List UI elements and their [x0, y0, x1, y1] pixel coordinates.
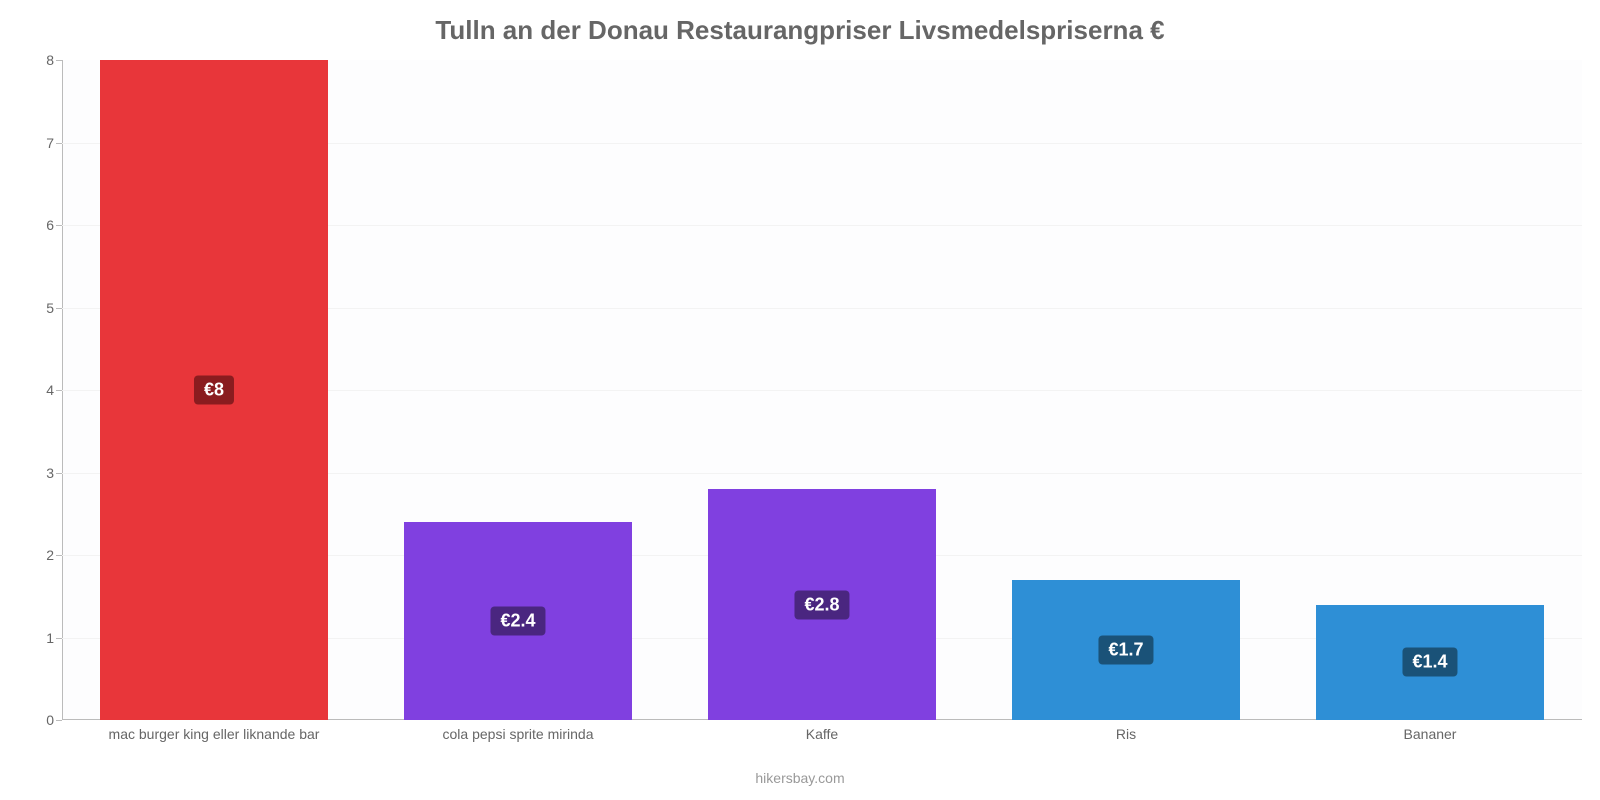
- y-tick-label: 6: [14, 217, 54, 233]
- data-label: €2.4: [490, 607, 545, 636]
- x-tick-label: mac burger king eller liknande bar: [109, 726, 320, 742]
- chart-title: Tulln an der Donau Restaurangpriser Livs…: [0, 15, 1600, 46]
- data-label: €1.4: [1402, 648, 1457, 677]
- data-label: €8: [194, 376, 234, 405]
- y-tick-label: 7: [14, 135, 54, 151]
- y-tick-label: 3: [14, 465, 54, 481]
- y-tick-label: 5: [14, 300, 54, 316]
- y-tick-label: 2: [14, 547, 54, 563]
- data-label: €1.7: [1098, 635, 1153, 664]
- y-tick-label: 1: [14, 630, 54, 646]
- x-tick-label: Bananer: [1404, 726, 1457, 742]
- attribution-text: hikersbay.com: [0, 770, 1600, 786]
- y-tick-label: 8: [14, 52, 54, 68]
- x-tick-label: cola pepsi sprite mirinda: [443, 726, 594, 742]
- plot-area: €8 €2.4 €2.8 €1.7 €1.4: [62, 60, 1582, 720]
- x-tick-label: Ris: [1116, 726, 1136, 742]
- x-tick-label: Kaffe: [806, 726, 838, 742]
- y-tick-mark: [56, 720, 62, 721]
- y-tick-label: 4: [14, 382, 54, 398]
- bars-container: €8 €2.4 €2.8 €1.7 €1.4: [62, 60, 1582, 720]
- data-label: €2.8: [794, 590, 849, 619]
- y-tick-label: 0: [14, 712, 54, 728]
